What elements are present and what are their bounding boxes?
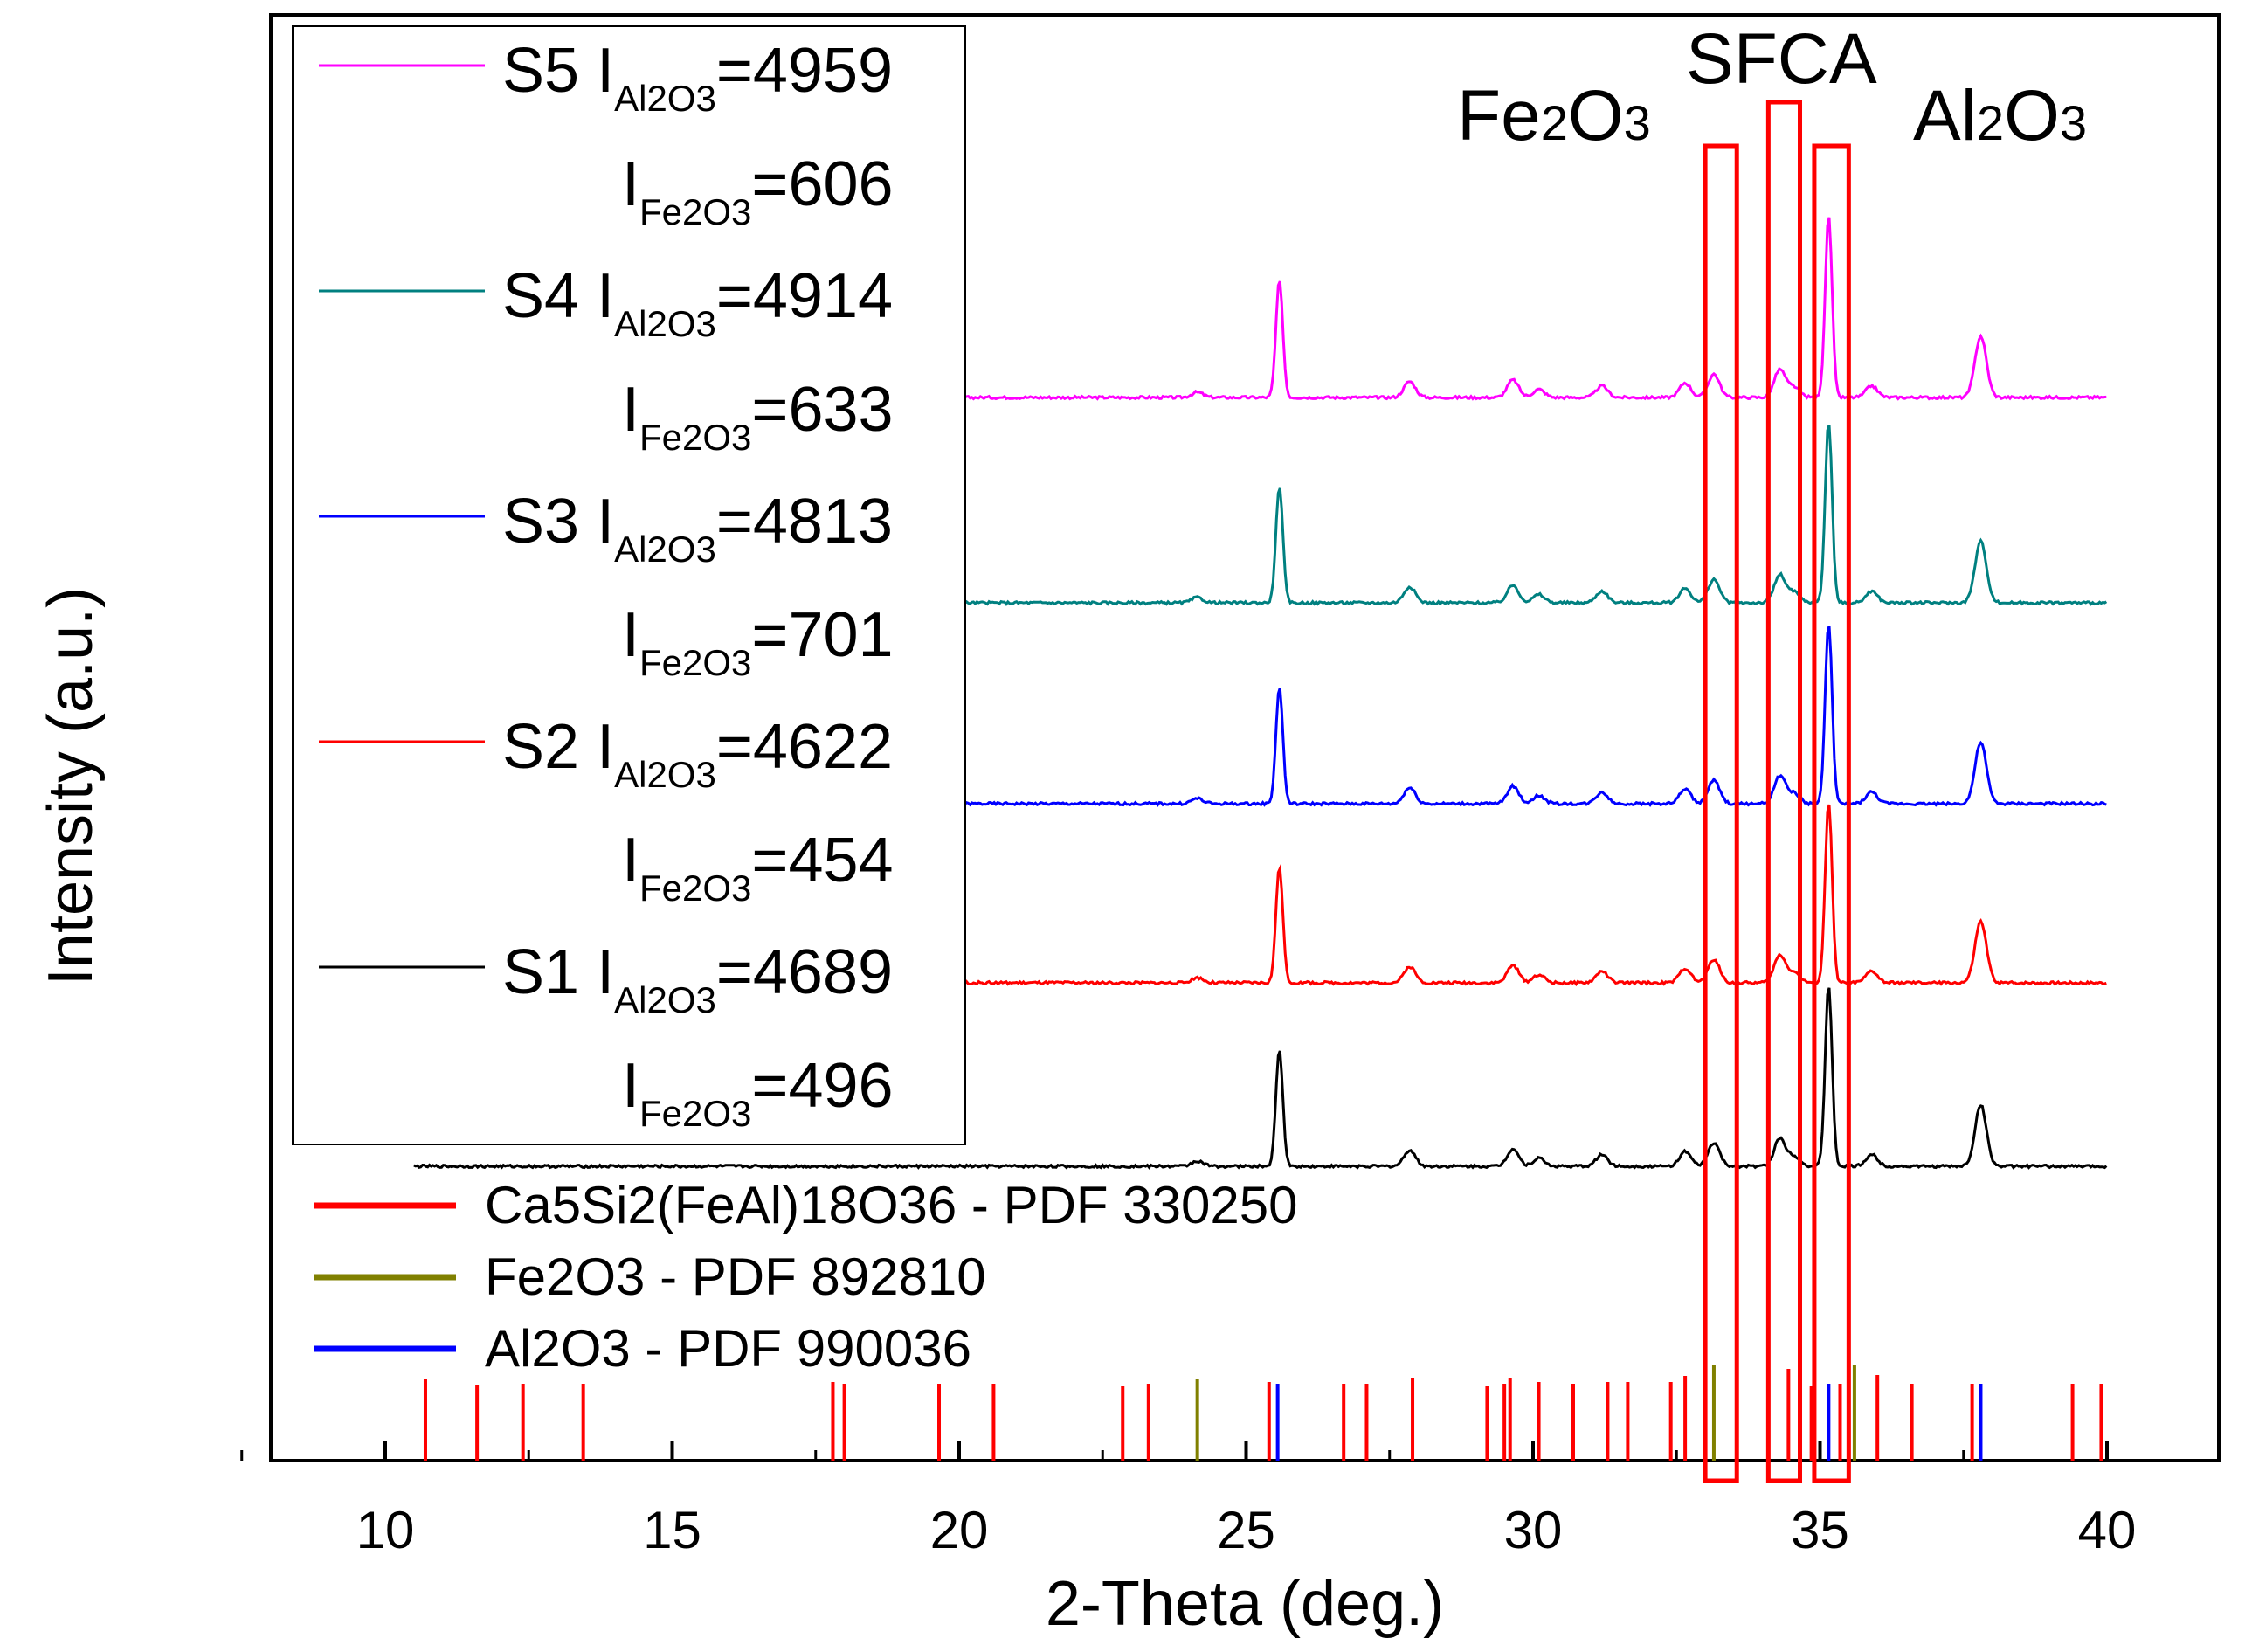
legend-fe2o3-s1: IFe2O3=496 — [622, 1051, 894, 1134]
ref-legend-label: Al2O3 - PDF 990036 — [485, 1319, 971, 1378]
x-tick-label: 10 — [356, 1501, 415, 1559]
x-tick-label: 15 — [643, 1501, 701, 1559]
legend-label-s3: S3 IAl2O3=4813 — [502, 487, 893, 570]
annotation-fe2o3: Fe2O3 — [1457, 76, 1651, 156]
x-axis: 10 15 20 25 30 35 40 — [240, 1441, 2137, 1559]
legend-label-s1: S1 IAl2O3=4689 — [502, 937, 893, 1020]
annotation-sfca: SFCA — [1686, 19, 1877, 99]
x-axis-label: 2-Theta (deg.) — [1046, 1569, 1444, 1639]
annotation-fe2o3-main: Fe — [1457, 76, 1541, 156]
legend-label-s2: S2 IAl2O3=4622 — [502, 712, 893, 795]
legend-fe2o3-s3: IFe2O3=701 — [622, 600, 894, 683]
highlight-box-sfca — [1765, 100, 1803, 1483]
annotation-al2o3-sub1: 2 — [1977, 95, 2004, 150]
x-tick-label: 40 — [2078, 1501, 2137, 1559]
x-tick-label: 35 — [1791, 1501, 1849, 1559]
ref-legend-label: Ca5Si2(FeAl)18O36 - PDF 330250 — [485, 1176, 1297, 1234]
annotation-fe2o3-sub2: 3 — [1624, 95, 1651, 150]
x-tick-label: 20 — [930, 1501, 989, 1559]
annotation-fe2o3-mid: O — [1568, 76, 1624, 156]
series-legend-box — [292, 25, 966, 1145]
reference-legend: Ca5Si2(FeAl)18O36 - PDF 330250 Fe2O3 - PD… — [314, 1176, 1297, 1378]
y-axis-label: Intensity (a.u.) — [36, 587, 106, 985]
legend-fe2o3-s2: IFe2O3=454 — [622, 826, 894, 909]
annotation-al2o3-sub2: 3 — [2060, 95, 2087, 150]
series-s1-curve — [413, 987, 2108, 1170]
ref-legend-label: Fe2O3 - PDF 892810 — [485, 1248, 986, 1306]
annotation-fe2o3-sub1: 2 — [1541, 95, 1568, 150]
annotation-al2o3-main: Al — [1913, 76, 1977, 156]
annotation-al2o3-mid: O — [2004, 76, 2060, 156]
highlight-box-al2o3 — [1812, 143, 1851, 1483]
legend-fe2o3-s5: IFe2O3=606 — [622, 149, 894, 232]
annotation-al2o3: Al2O3 — [1913, 76, 2087, 156]
highlight-box-fe2o3 — [1703, 143, 1739, 1483]
x-tick-label: 25 — [1217, 1501, 1275, 1559]
series-legend: S5 IAl2O3=4959 IFe2O3=606 S4 IAl2O3=4914 IF… — [319, 36, 894, 1134]
legend-fe2o3-s4: IFe2O3=633 — [622, 375, 894, 458]
legend-label-s5: S5 IAl2O3=4959 — [502, 36, 893, 119]
reference-sticks — [423, 1365, 2103, 1461]
legend-label-s4: S4 IAl2O3=4914 — [502, 261, 893, 344]
highlight-boxes — [1703, 100, 1851, 1483]
x-tick-label: 30 — [1504, 1501, 1563, 1559]
